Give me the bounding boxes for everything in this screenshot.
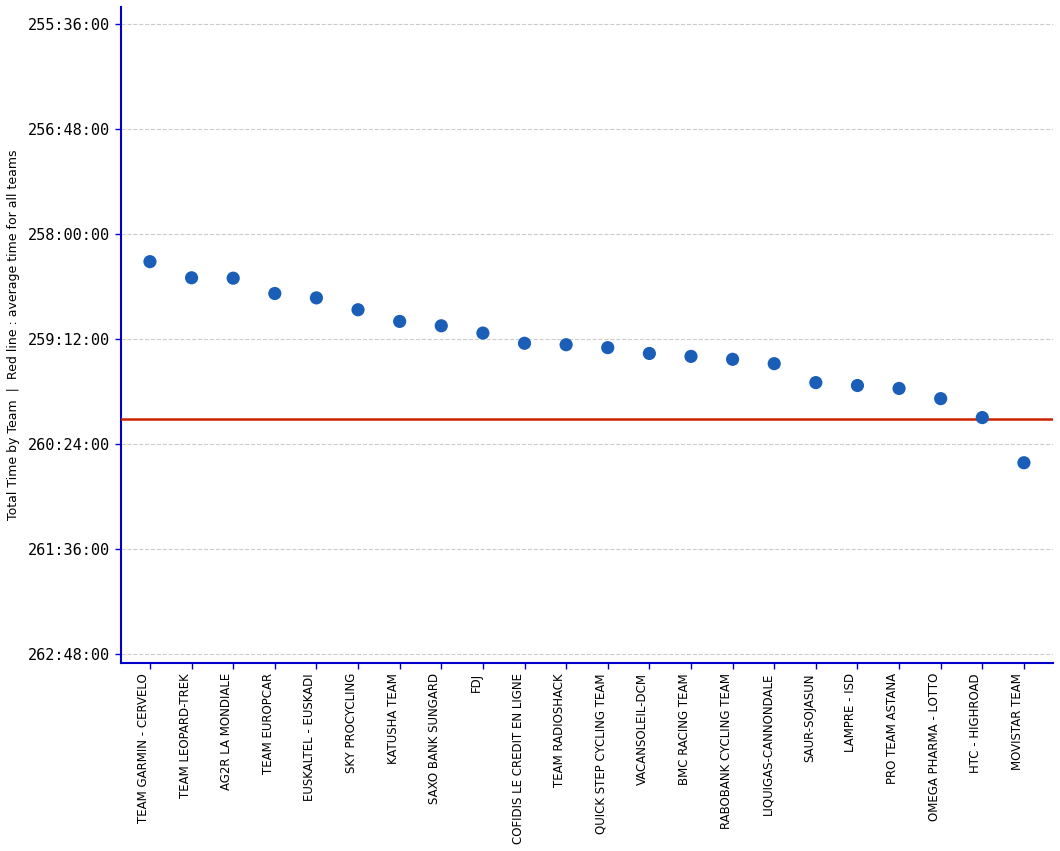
Point	[765, 357, 782, 370]
Point	[475, 326, 492, 340]
Point	[558, 338, 575, 351]
Y-axis label: Total Time by Team  |  Red line : average time for all teams: Total Time by Team | Red line : average …	[7, 150, 20, 520]
Point	[683, 350, 700, 363]
Point	[932, 391, 949, 405]
Point	[266, 287, 283, 300]
Point	[141, 254, 158, 268]
Point	[225, 271, 242, 285]
Point	[183, 271, 200, 284]
Point	[1015, 456, 1032, 470]
Point	[308, 291, 325, 305]
Point	[641, 346, 658, 360]
Point	[890, 381, 907, 395]
Point	[808, 376, 825, 390]
Point	[516, 336, 533, 350]
Point	[432, 319, 449, 333]
Point	[599, 341, 616, 355]
Point	[849, 379, 866, 392]
Point	[724, 352, 741, 366]
Point	[974, 411, 991, 425]
Point	[391, 315, 408, 328]
Point	[350, 303, 367, 317]
